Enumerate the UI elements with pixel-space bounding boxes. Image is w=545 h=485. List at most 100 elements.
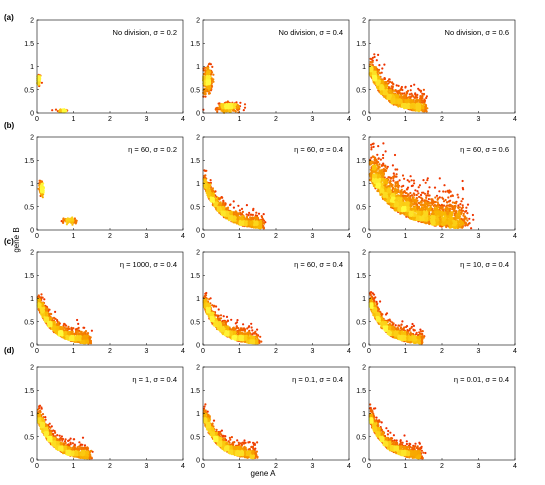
scatter-point (386, 79, 390, 83)
scatter-point (404, 197, 407, 201)
scatter-point (409, 191, 412, 195)
scatter-point (442, 200, 446, 203)
scatter-point (409, 175, 412, 178)
scatter-point (38, 82, 41, 85)
scatter-point (59, 109, 62, 112)
scatter-point (204, 182, 207, 186)
x-axis-label: gene A (251, 469, 277, 478)
scatter-point (230, 106, 233, 109)
panel-annotation: η = 60, σ = 0.2 (128, 145, 177, 154)
scatter-point (416, 190, 419, 193)
scatter-point (378, 79, 381, 82)
scatter-point (226, 106, 229, 109)
scatter-point (382, 156, 385, 160)
scatter-point (385, 84, 388, 87)
scatter-point (205, 82, 208, 85)
scatter-point (379, 158, 382, 161)
scatter-point (461, 197, 464, 200)
scatter-point (415, 100, 418, 103)
scatter-point (257, 212, 261, 215)
scatter-point (216, 198, 219, 201)
scatter-point (251, 213, 254, 216)
scatter-point (228, 110, 231, 113)
scatter-point (382, 153, 385, 157)
x-tick-label: 3 (311, 116, 315, 123)
y-tick-label: 1.5 (24, 41, 34, 48)
x-tick-label: 3 (477, 116, 481, 123)
scatter-point (427, 198, 430, 201)
y-tick-label: 0 (362, 111, 366, 118)
x-tick-label: 1 (238, 116, 242, 123)
scatter-point (227, 103, 230, 106)
scatter-point (376, 153, 379, 156)
scatter-point (214, 108, 218, 111)
scatter-point (415, 96, 418, 99)
y-tick-label: 0 (196, 228, 200, 235)
scatter-point (382, 82, 385, 85)
scatter-point (421, 197, 424, 200)
scatter-point (461, 179, 464, 183)
scatter-point (414, 202, 417, 205)
scatter-point (233, 219, 236, 222)
y-tick-label: 0 (196, 111, 200, 118)
scatter-point (261, 216, 264, 219)
scatter-point (446, 201, 449, 204)
scatter-point (413, 194, 416, 197)
scatter-point (203, 176, 206, 179)
scatter-point (396, 182, 399, 186)
scatter-point (408, 180, 411, 183)
scatter-point (422, 99, 425, 102)
scatter-point (38, 76, 41, 79)
scatter-point (208, 71, 211, 74)
y-tick-label: 1.5 (190, 41, 200, 48)
scatter-point (385, 90, 388, 93)
scatter-point (434, 211, 437, 214)
scatter-point (379, 87, 382, 90)
scatter-point (459, 222, 463, 225)
x-tick-label: 3 (145, 233, 149, 240)
scatter-point (209, 179, 212, 182)
scatter-point (223, 211, 226, 214)
scatter-point (388, 78, 391, 81)
scatter-point (240, 216, 243, 219)
scatter-point (395, 84, 398, 87)
scatter-point (415, 193, 418, 197)
scatter-point (371, 171, 374, 174)
scatter-point (373, 53, 376, 56)
scatter-point (461, 204, 464, 207)
scatter-point (468, 222, 471, 225)
scatter-point (472, 218, 475, 221)
scatter-point (403, 105, 406, 108)
scatter-point (440, 207, 443, 210)
scatter-point (243, 106, 247, 109)
scatter-point (211, 187, 214, 190)
scatter-point (370, 146, 373, 149)
scatter-point (63, 108, 66, 111)
scatter-point (428, 194, 431, 197)
scatter-point (422, 179, 425, 182)
scatter-point (397, 84, 400, 87)
scatter-point (237, 212, 240, 215)
scatter-point (424, 105, 427, 108)
scatter-point (62, 221, 65, 224)
scatter-point (432, 201, 435, 205)
y-tick-label: 0.5 (190, 87, 200, 94)
scatter-point (214, 202, 217, 205)
scatter-point (214, 190, 217, 193)
scatter-point (425, 196, 428, 199)
scatter-point (259, 225, 262, 229)
scatter-point (222, 110, 225, 113)
scatter-point (390, 81, 394, 84)
scatter-point (75, 221, 78, 224)
scatter-point (243, 103, 247, 106)
scatter-point (460, 207, 463, 210)
panel-annotation: η = 60, σ = 0.4 (294, 145, 343, 154)
scatter-point (208, 192, 211, 195)
scatter-point (453, 201, 456, 205)
scatter-point (370, 68, 373, 71)
scatter-point (412, 103, 416, 106)
scatter-point (425, 203, 429, 206)
scatter-point (448, 200, 451, 203)
scatter-point (208, 92, 211, 95)
